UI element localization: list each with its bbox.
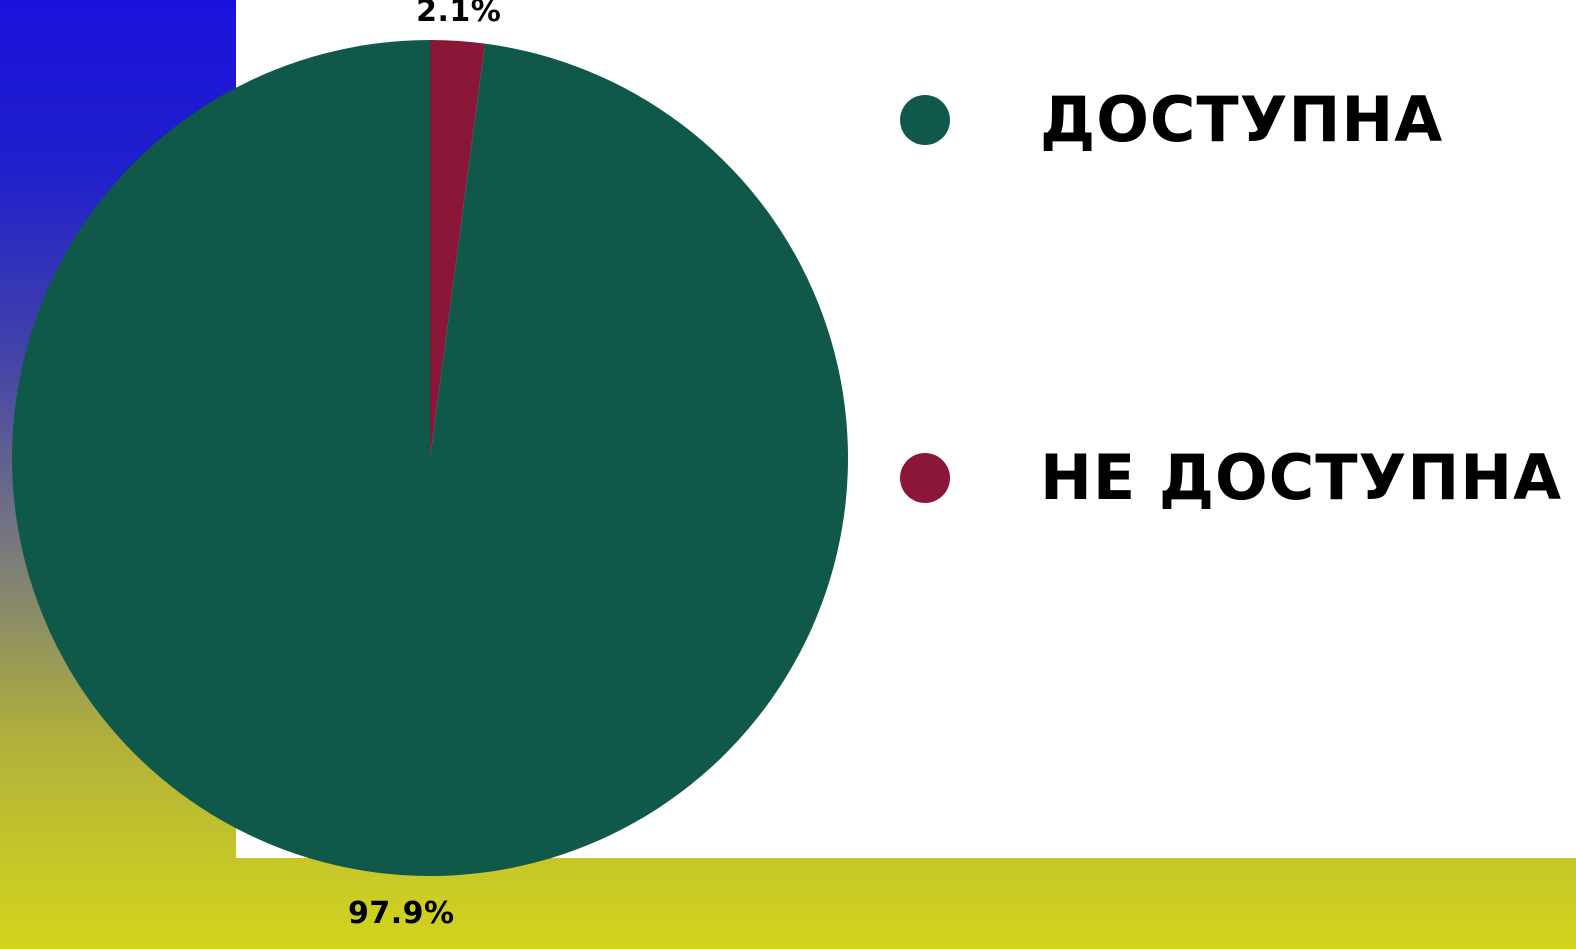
legend-dot-icon [900, 95, 950, 145]
yellow-bottom-band [0, 858, 1576, 949]
pie-slice-label-0: 97.9% [348, 896, 455, 931]
legend-item-unavailable: НЕ ДОСТУПНА [900, 441, 1563, 514]
pie-chart: 97.9% 2.1% [11, 0, 848, 931]
legend-dot-icon [900, 453, 950, 503]
legend-label-available: ДОСТУПНА [1040, 83, 1444, 156]
pie-slice-label-1: 2.1% [416, 0, 501, 29]
pie-slices [11, 40, 848, 877]
pie-slice-0 [11, 40, 848, 877]
pie-labels: 97.9% 2.1% [348, 0, 501, 931]
pie-slice-1 [430, 40, 485, 458]
legend-label-unavailable: НЕ ДОСТУПНА [1040, 441, 1563, 514]
legend-item-available: ДОСТУПНА [900, 83, 1444, 156]
